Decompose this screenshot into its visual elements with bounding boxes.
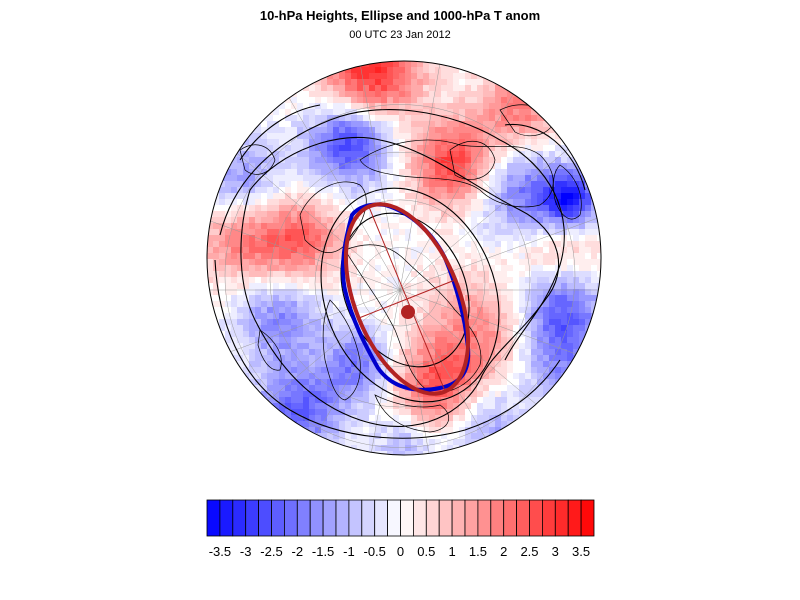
vortex-ellipse: [343, 202, 471, 396]
colorbar-segment: [322, 499, 337, 537]
colorbar-segment: [477, 499, 492, 537]
colorbar-segment: [219, 499, 234, 537]
colorbar-segment: [542, 499, 556, 537]
colorbar-tick-label: -3.5: [209, 544, 231, 559]
colorbar-segment: [387, 499, 401, 537]
colorbar-tick-label: -0.5: [363, 544, 385, 559]
colorbar-segment: [516, 499, 530, 537]
colorbar-segment: [503, 499, 518, 537]
height-contours: [214, 104, 586, 439]
colorbar-tick-label: 0.5: [417, 544, 435, 559]
colorbar-tick-label: -2: [292, 544, 304, 559]
colorbar-segment: [245, 499, 259, 537]
colorbar-tick-label: 1.5: [469, 544, 487, 559]
ellipse-center-marker: [401, 305, 415, 319]
colorbar-tick-label: -3: [240, 544, 252, 559]
colorbar-tick-label: -2.5: [260, 544, 282, 559]
chart-title: 10-hPa Heights, Ellipse and 1000-hPa T a…: [259, 8, 541, 23]
colorbar-segment: [283, 499, 298, 537]
colorbar-tick-label: 0: [397, 544, 404, 559]
colorbar-segment: [425, 499, 440, 537]
colorbar-segment: [554, 499, 569, 537]
colorbar-tick-label: 1: [448, 544, 455, 559]
colorbar-segment: [335, 499, 350, 537]
colorbar-segment: [464, 499, 479, 537]
colorbar-segment: [412, 499, 427, 537]
colorbar-segment: [438, 499, 453, 537]
colorbar-segment: [400, 499, 414, 537]
graticule: [207, 61, 601, 455]
ellipse-minor-axis: [358, 279, 456, 319]
globe-outline: [206, 60, 602, 456]
colorbar-tick-label: 3: [552, 544, 559, 559]
colorbar-segment: [490, 499, 505, 537]
colorbar-segment: [529, 499, 543, 537]
colorbar-tick-label: 2.5: [520, 544, 538, 559]
colorbar-tick-label: 2: [500, 544, 507, 559]
colorbar-segment: [309, 499, 324, 537]
colorbar-segment: [258, 499, 272, 537]
chart-subtitle: 00 UTC 23 Jan 2012: [349, 29, 451, 41]
colorbar-segment: [348, 499, 363, 537]
colorbar-segment: [580, 499, 595, 537]
colorbar-tick-label: 3.5: [572, 544, 590, 559]
colorbar-segment: [567, 499, 582, 537]
colorbar-segment: [451, 499, 466, 537]
colorbar-segment: [232, 499, 247, 537]
colorbar-segment: [271, 499, 285, 537]
ellipse-outline: [343, 202, 471, 396]
colorbar-segment: [374, 499, 389, 537]
colorbar-segment: [296, 499, 311, 537]
colorbar-segment: [206, 499, 221, 537]
colorbar-tick-label: -1.5: [312, 544, 334, 559]
colorbar-tick-label: -1: [343, 544, 355, 559]
colorbar-segment: [361, 499, 376, 537]
